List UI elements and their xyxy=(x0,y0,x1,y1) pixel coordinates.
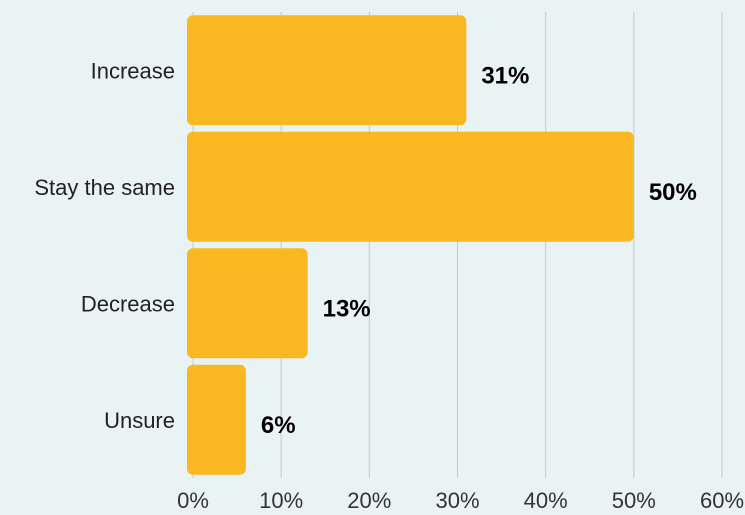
bar xyxy=(187,248,308,358)
bar xyxy=(187,132,634,242)
value-label: 50% xyxy=(649,179,697,206)
value-label: 6% xyxy=(261,412,296,439)
x-tick-label: 60% xyxy=(700,488,744,513)
x-tick-label: 20% xyxy=(347,488,391,513)
value-label: 31% xyxy=(481,62,529,89)
x-tick-label: 10% xyxy=(259,488,303,513)
bar xyxy=(187,15,466,125)
x-tick-label: 40% xyxy=(524,488,568,513)
x-tick-label: 0% xyxy=(177,488,209,513)
value-label: 13% xyxy=(323,295,371,322)
x-tick-label: 30% xyxy=(435,488,479,513)
x-tick-label: 50% xyxy=(612,488,656,513)
category-label: Unsure xyxy=(104,408,175,433)
category-label: Increase xyxy=(91,58,175,83)
category-label: Decrease xyxy=(81,291,175,316)
bar xyxy=(187,365,246,475)
bars xyxy=(187,15,634,475)
x-axis-tick-labels: 0% 10% 20% 30% 40% 50% 60% xyxy=(177,488,744,513)
category-label: Stay the same xyxy=(34,175,175,200)
category-labels: Increase Stay the same Decrease Unsure xyxy=(34,58,175,433)
